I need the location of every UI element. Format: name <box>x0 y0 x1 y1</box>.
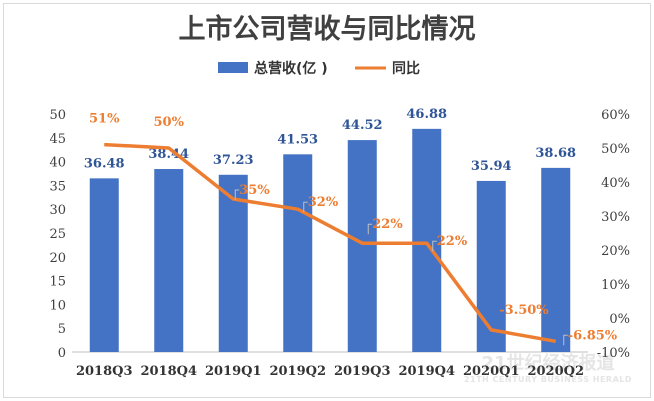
yoy-point-label: -3.50% <box>499 303 549 318</box>
right-tick-label: 50% <box>601 142 630 157</box>
left-tick-label: 50 <box>49 108 66 123</box>
right-tick-label: 40% <box>601 176 630 191</box>
yoy-label-leader <box>234 189 240 200</box>
yoy-label-leader <box>303 201 308 213</box>
yoy-label-leader <box>432 240 437 252</box>
revenue-bar <box>89 178 119 352</box>
category-label: 2020Q2 <box>527 364 584 379</box>
right-tick-label: 60% <box>601 108 630 123</box>
category-label: 2020Q1 <box>463 364 520 379</box>
revenue-bar <box>283 154 313 352</box>
left-axis: 0 5 10 15 20 25 30 35 40 45 50 <box>49 108 66 361</box>
watermark-en: 21TH CENTURY BUSINESS HERALD <box>464 375 632 384</box>
category-label: 2018Q3 <box>76 364 133 379</box>
revenue-bar <box>476 180 506 352</box>
left-tick-label: 40 <box>49 156 66 171</box>
x-axis-categories: 2018Q3 2018Q4 2019Q1 2019Q2 2019Q3 2019Q4 2020… <box>76 364 584 379</box>
revenue-bar <box>218 174 248 352</box>
yoy-point-label: 51% <box>89 112 120 127</box>
legend: 总营收(亿 ) 同比 <box>218 60 420 77</box>
yoy-line-path <box>104 142 557 344</box>
yoy-point-label: 50% <box>154 115 185 130</box>
left-tick-label: 35 <box>49 179 66 194</box>
category-label: 2018Q4 <box>140 364 197 379</box>
left-tick-label: 0 <box>58 346 66 361</box>
revenue-bar <box>412 128 442 352</box>
left-tick-label: 10 <box>49 298 66 313</box>
yoy-label-leader <box>563 334 568 346</box>
category-label: 2019Q3 <box>334 364 391 379</box>
yoy-point-label: -6.85% <box>568 328 618 343</box>
left-tick-label: 30 <box>49 203 66 218</box>
right-tick-label: 0% <box>609 312 630 327</box>
revenue-bar-label: 35.94 <box>471 159 512 174</box>
left-tick-label: 20 <box>49 251 66 266</box>
yoy-label-leader <box>367 223 373 235</box>
left-tick-label: 5 <box>58 322 66 337</box>
right-tick-label: 30% <box>601 210 630 225</box>
left-tick-label: 25 <box>49 227 66 242</box>
revenue-bar-label: 46.88 <box>406 107 447 122</box>
legend-label-revenue: 总营收(亿 ) <box>254 60 328 77</box>
right-tick-label: 20% <box>601 244 630 259</box>
yoy-point-label: 22% <box>372 217 403 232</box>
yoy-point-label: 22% <box>437 234 468 249</box>
revenue-bar <box>154 169 184 352</box>
category-label: 2019Q4 <box>398 364 455 379</box>
revenue-bar-label: 36.48 <box>84 156 125 171</box>
chart-frame <box>3 3 651 398</box>
yoy-point-label: 32% <box>308 195 339 210</box>
chart-title: 上市公司营收与同比情况 <box>179 13 476 45</box>
category-label: 2019Q2 <box>269 364 326 379</box>
revenue-bar-label: 38.68 <box>535 146 576 161</box>
right-tick-label: -10% <box>597 346 630 361</box>
right-tick-label: 10% <box>601 278 630 293</box>
watermark-cn: 21世纪经济报道 <box>481 352 614 374</box>
category-label: 2019Q1 <box>205 364 262 379</box>
right-axis: -10% 0% 10% 20% 30% 40% 50% 60% <box>597 108 630 361</box>
revenue-bar-label: 41.53 <box>277 132 318 147</box>
revenue-bar <box>541 167 571 352</box>
revenue-bar-label: 37.23 <box>213 153 254 168</box>
yoy-point-label: 35% <box>239 183 270 198</box>
legend-swatch-revenue <box>218 62 248 73</box>
revenue-bar-label: 44.52 <box>342 118 383 133</box>
left-tick-label: 45 <box>49 132 66 147</box>
revenue-bar <box>347 140 377 352</box>
watermark: 21世纪经济报道 21TH CENTURY BUSINESS HERALD <box>464 352 632 384</box>
yoy-line: 51% 50% 35% 32% 22% 22% -3.50% -6.85% <box>89 112 618 346</box>
left-tick-label: 15 <box>49 275 66 290</box>
legend-label-yoy: 同比 <box>392 60 420 77</box>
